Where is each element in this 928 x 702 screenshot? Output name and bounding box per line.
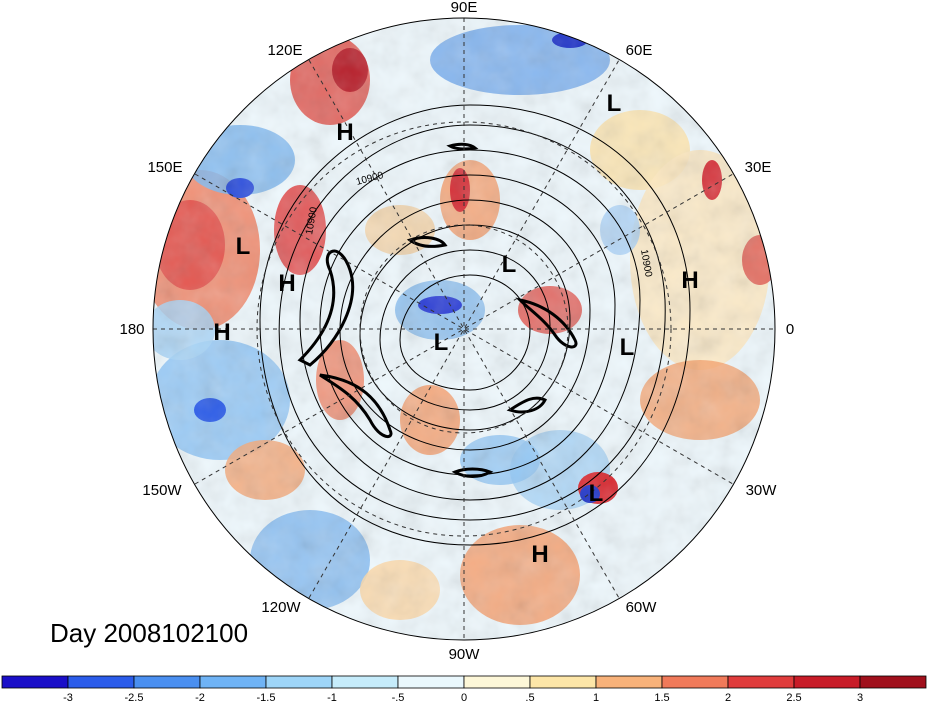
- colorbar-box: [793, 675, 861, 689]
- colorbar-tick-label: -3: [63, 692, 73, 702]
- high-pressure-marker: H: [681, 267, 698, 294]
- colorbar-tick-label: 3: [857, 692, 863, 702]
- lon-label-150w: 150W: [142, 482, 182, 499]
- colorbar-tick-label: 0: [461, 692, 467, 702]
- colorbar-tick-label: -2.5: [125, 692, 144, 702]
- lon-label-0: 0: [786, 321, 794, 338]
- colorbar-box: [199, 675, 267, 689]
- colorbar-box: [661, 675, 729, 689]
- lon-label-90e: 90E: [451, 0, 478, 16]
- colorbar-box: [727, 675, 795, 689]
- high-pressure-marker: H: [531, 541, 548, 568]
- colorbar-tick-label: -1: [327, 692, 337, 702]
- map-boundary: [152, 17, 776, 641]
- colorbar-box: [529, 675, 597, 689]
- high-pressure-marker: H: [278, 270, 295, 297]
- low-pressure-marker: L: [434, 329, 449, 356]
- colorbar-box: [595, 675, 663, 689]
- colorbar-boxes: [1, 675, 927, 689]
- day-label: Day 2008102100: [50, 618, 249, 648]
- graticule: [153, 18, 775, 640]
- colorbar-box: [265, 675, 333, 689]
- colorbar-tick-label: .5: [525, 692, 534, 702]
- colorbar-tick-label: -2: [195, 692, 205, 702]
- colorbar-box: [331, 675, 399, 689]
- lon-label-120w: 120W: [261, 599, 301, 616]
- colorbar-tick-label: -.5: [392, 692, 405, 702]
- height-contours: [259, 104, 691, 546]
- colorbar-tick-label: 2: [725, 692, 731, 702]
- colorbar-tick-label: 1.5: [654, 692, 669, 702]
- colorbar-box: [463, 675, 531, 689]
- contour-label: 10900: [304, 206, 320, 236]
- colorbar-box: [67, 675, 135, 689]
- colorbar-tick-label: -1.5: [257, 692, 276, 702]
- colorbar-box: [1, 675, 69, 689]
- colorbar-tick-label: 1: [593, 692, 599, 702]
- lon-label-60e: 60E: [626, 42, 653, 59]
- colorbar-box: [133, 675, 201, 689]
- lon-label-30e: 30E: [745, 159, 772, 176]
- colorbar-ticks: -3 -2.5 -2 -1.5 -1 -.5 0 .5 1 1.5 2 2.5 3: [63, 692, 863, 702]
- contour-label: 10900: [638, 249, 654, 279]
- low-pressure-marker: L: [620, 334, 635, 361]
- low-pressure-marker: L: [236, 233, 251, 260]
- colorbar-box: [859, 675, 927, 689]
- wind-speed-contours: [297, 142, 578, 478]
- high-pressure-marker: H: [213, 319, 230, 346]
- lon-label-30w: 30W: [746, 482, 778, 499]
- lon-label-60w: 60W: [626, 599, 658, 616]
- colorbar: -3 -2.5 -2 -1.5 -1 -.5 0 .5 1 1.5 2 2.5 3: [1, 675, 927, 702]
- anomaly-field: [153, 18, 775, 640]
- lon-label-120e: 120E: [267, 42, 302, 59]
- high-pressure-marker: H: [336, 119, 353, 146]
- colorbar-tick-label: 2.5: [786, 692, 801, 702]
- lon-label-90w: 90W: [449, 646, 481, 663]
- low-pressure-marker: L: [589, 480, 604, 507]
- low-pressure-marker: L: [607, 90, 622, 117]
- low-pressure-marker: L: [502, 251, 517, 278]
- lon-label-180: 180: [119, 321, 144, 338]
- colorbar-box: [397, 675, 465, 689]
- lon-label-150e: 150E: [147, 159, 182, 176]
- polar-map: 90E 60E 30E 0 30W 60W 90W 120W 150W 180 …: [119, 0, 794, 663]
